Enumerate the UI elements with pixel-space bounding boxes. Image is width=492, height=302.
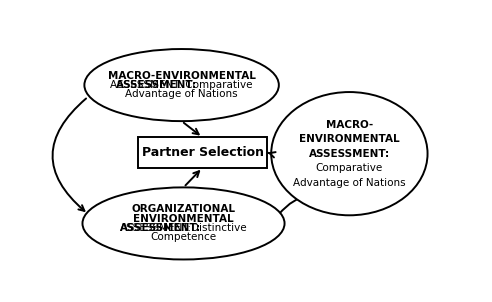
Text: Partner Selection: Partner Selection bbox=[142, 146, 264, 159]
Text: MACRO-ENVIRONMENTAL: MACRO-ENVIRONMENTAL bbox=[108, 71, 255, 81]
Text: ENVIRONMENTAL: ENVIRONMENTAL bbox=[133, 214, 234, 224]
Text: Comparative: Comparative bbox=[316, 163, 383, 173]
Text: ASSESSMENT:: ASSESSMENT: bbox=[116, 80, 197, 90]
Text: ASSESSMENT:: ASSESSMENT: bbox=[309, 149, 390, 159]
Text: ASSESSMENT:: ASSESSMENT: bbox=[120, 223, 201, 233]
Ellipse shape bbox=[85, 49, 279, 121]
Ellipse shape bbox=[83, 187, 284, 259]
Text: ASSESSMENT:Distinctive: ASSESSMENT:Distinctive bbox=[120, 223, 247, 233]
Text: ORGANIZATIONAL: ORGANIZATIONAL bbox=[131, 204, 236, 214]
Text: Advantage of Nations: Advantage of Nations bbox=[293, 178, 406, 188]
Bar bbox=[138, 137, 268, 168]
Text: MACRO-: MACRO- bbox=[326, 120, 373, 130]
Text: Advantage of Nations: Advantage of Nations bbox=[125, 89, 238, 99]
Text: ENVIRONMENTAL: ENVIRONMENTAL bbox=[299, 134, 400, 144]
Text: ASSESSMENT: Comparative: ASSESSMENT: Comparative bbox=[110, 80, 253, 90]
Ellipse shape bbox=[271, 92, 428, 215]
Text: Competence: Competence bbox=[151, 232, 216, 243]
